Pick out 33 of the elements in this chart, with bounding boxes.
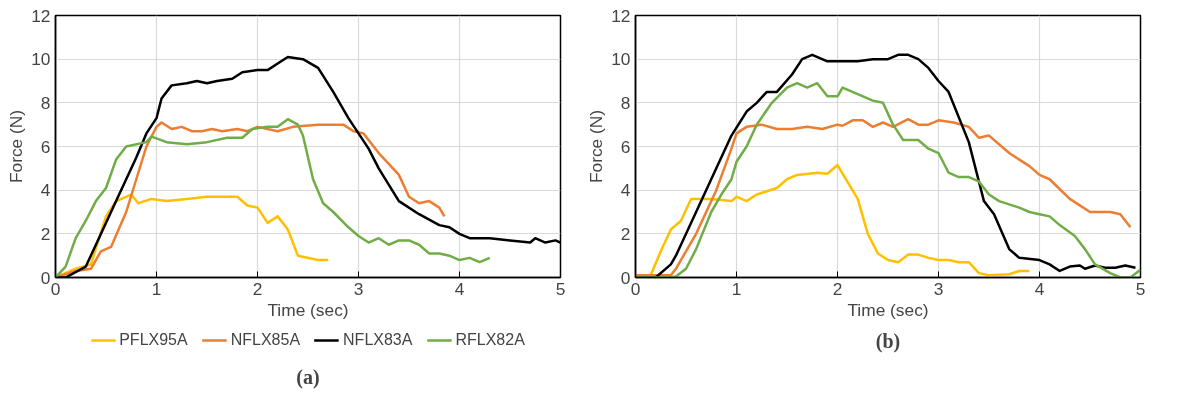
text: (a) xyxy=(296,365,320,389)
x-tick-label: 3 xyxy=(933,278,944,299)
y-tick-label: 6 xyxy=(620,136,631,157)
legend-label: NFLX83A xyxy=(343,331,413,349)
y-axis-title: Force (N) xyxy=(586,109,607,184)
x-axis-title: Time (sec) xyxy=(847,299,929,320)
x-tick-label: 5 xyxy=(555,278,566,299)
y-tick-label: 10 xyxy=(611,49,631,70)
legend-label: RFLX82A xyxy=(455,331,525,349)
x-tick-label: 2 xyxy=(252,278,263,299)
x-axis-title: Time (sec) xyxy=(267,299,349,320)
y-tick-label: 4 xyxy=(40,180,51,201)
legend-label: PFLX95A xyxy=(119,331,188,349)
y-tick-label: 8 xyxy=(40,92,51,113)
y-tick-label: 6 xyxy=(40,136,51,157)
y-tick-label: 4 xyxy=(620,180,631,201)
legend-label: NFLX85A xyxy=(230,331,301,349)
y-tick-label: 12 xyxy=(31,5,51,26)
y-tick-label: 2 xyxy=(620,223,631,244)
text: (b) xyxy=(875,329,901,353)
y-tick-label: 8 xyxy=(620,92,631,113)
line-series xyxy=(635,117,1132,277)
x-tick-label: 5 xyxy=(1135,278,1146,299)
x-tick-label: 3 xyxy=(353,278,364,299)
y-tick-label: 12 xyxy=(611,5,631,26)
y-tick-label: 2 xyxy=(40,223,51,244)
x-tick-label: 1 xyxy=(731,278,742,299)
x-tick-label: 2 xyxy=(832,278,843,299)
x-tick-label: 4 xyxy=(454,278,465,299)
y-tick-label: 10 xyxy=(31,49,51,70)
x-tick-label: 4 xyxy=(1034,278,1045,299)
x-tick-label: 1 xyxy=(151,278,162,299)
y-axis-title: Force (N) xyxy=(6,109,27,184)
